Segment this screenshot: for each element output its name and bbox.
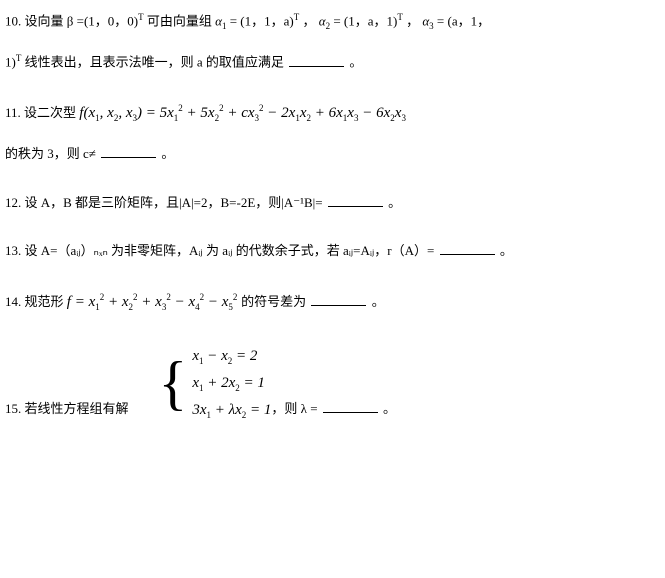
- text: 。: [388, 195, 401, 210]
- text: 的符号差为: [241, 294, 309, 309]
- formula: f(x1, x2, x3) = 5x12 + 5x22 + cx32 − 2x1…: [79, 105, 406, 121]
- superscript: T: [138, 12, 144, 22]
- text: 。: [372, 294, 385, 309]
- problem-10: 10. 设向量 β =(1，0，0)T 可由向量组 α1 = (1，1，a)T …: [5, 10, 660, 73]
- problem-number: 15.: [5, 401, 21, 416]
- subscript: 3: [429, 21, 434, 31]
- problem-number: 13.: [5, 243, 21, 258]
- text: 设二次型: [24, 105, 79, 120]
- subscript: 2: [326, 21, 331, 31]
- text: 若线性方程组有解: [25, 401, 129, 416]
- problem-number: 10.: [5, 13, 21, 28]
- blank-fill[interactable]: [323, 399, 378, 413]
- text: ，则 λ =: [271, 401, 317, 416]
- problem-15: 15. 若线性方程组有解 { x1 − x2 = 2 x1 + 2x2 = 1 …: [5, 343, 660, 424]
- blank-fill[interactable]: [440, 241, 495, 255]
- text: = (1，1，a): [230, 13, 294, 28]
- text: 设 A=（aᵢⱼ）ₙₓₙ 为非零矩阵，Aᵢⱼ 为 aᵢⱼ 的代数余子式，若 aᵢ…: [25, 243, 435, 258]
- text: 的秩为 3，则 c≠: [5, 146, 96, 161]
- text: 设 A，B 都是三阶矩阵，且|A|=2，B=-2E，则|A⁻¹B|=: [25, 195, 323, 210]
- blank-fill[interactable]: [101, 144, 156, 158]
- problem-14: 14. 规范形 f = x12 + x22 + x32 − x42 − x52 …: [5, 290, 660, 314]
- superscript: T: [294, 12, 300, 22]
- problem-13: 13. 设 A=（aᵢⱼ）ₙₓₙ 为非零矩阵，Aᵢⱼ 为 aᵢⱼ 的代数余子式，…: [5, 241, 660, 262]
- text: = (1，a，1): [333, 13, 397, 28]
- problem-10-line1: 10. 设向量 β =(1，0，0)T 可由向量组 α1 = (1，1，a)T …: [5, 10, 660, 33]
- text: 1): [5, 55, 16, 70]
- alpha-2: α: [319, 13, 326, 28]
- problem-10-line2: 1)T 线性表出，且表示法唯一，则 a 的取值应满足 。: [5, 51, 660, 73]
- equation-system: { x1 − x2 = 2 x1 + 2x2 = 1 3x1 + λx2 = 1: [159, 343, 272, 424]
- problem-15-prefix: 15. 若线性方程组有解: [5, 399, 129, 424]
- problem-11-line2: 的秩为 3，则 c≠ 。: [5, 144, 660, 165]
- text: 可由向量组: [147, 13, 212, 28]
- text: 线性表出，且表示法唯一，则 a 的取值应满足: [25, 55, 284, 70]
- eq-line-1: x1 − x2 = 2: [192, 343, 271, 370]
- blank-fill[interactable]: [311, 292, 366, 306]
- problem-15-suffix: ，则 λ = 。: [271, 399, 396, 424]
- eq-line-3: 3x1 + λx2 = 1: [192, 397, 271, 424]
- blank-fill[interactable]: [289, 53, 344, 67]
- text: 设向量 β =(1，0，0): [25, 13, 139, 28]
- problem-15-row: 15. 若线性方程组有解 { x1 − x2 = 2 x1 + 2x2 = 1 …: [5, 343, 660, 424]
- brace-icon: {: [159, 353, 188, 413]
- text: 规范形: [25, 294, 67, 309]
- text: 。: [161, 146, 174, 161]
- text: ，: [406, 13, 419, 28]
- problem-number: 11.: [5, 105, 21, 120]
- problem-number: 14.: [5, 294, 21, 309]
- text: 。: [349, 55, 362, 70]
- text: 。: [500, 243, 513, 258]
- problem-11-line1: 11. 设二次型 f(x1, x2, x3) = 5x12 + 5x22 + c…: [5, 101, 660, 125]
- alpha-1: α: [215, 13, 222, 28]
- problem-number: 12.: [5, 195, 21, 210]
- superscript: T: [397, 12, 403, 22]
- eq-line-2: x1 + 2x2 = 1: [192, 370, 271, 397]
- problem-12-line1: 12. 设 A，B 都是三阶矩阵，且|A|=2，B=-2E，则|A⁻¹B|= 。: [5, 193, 660, 214]
- equation-lines: x1 − x2 = 2 x1 + 2x2 = 1 3x1 + λx2 = 1: [192, 343, 271, 424]
- problem-12: 12. 设 A，B 都是三阶矩阵，且|A|=2，B=-2E，则|A⁻¹B|= 。: [5, 193, 660, 214]
- text: = (a，1，: [437, 13, 490, 28]
- text: 。: [383, 401, 396, 416]
- problem-13-line1: 13. 设 A=（aᵢⱼ）ₙₓₙ 为非零矩阵，Aᵢⱼ 为 aᵢⱼ 的代数余子式，…: [5, 241, 660, 262]
- text: ，: [302, 13, 315, 28]
- problem-14-line1: 14. 规范形 f = x12 + x22 + x32 − x42 − x52 …: [5, 290, 660, 314]
- superscript: T: [16, 53, 22, 63]
- blank-fill[interactable]: [328, 193, 383, 207]
- problem-11: 11. 设二次型 f(x1, x2, x3) = 5x12 + 5x22 + c…: [5, 101, 660, 164]
- formula: f = x12 + x22 + x32 − x42 − x52: [67, 294, 241, 310]
- subscript: 1: [222, 21, 227, 31]
